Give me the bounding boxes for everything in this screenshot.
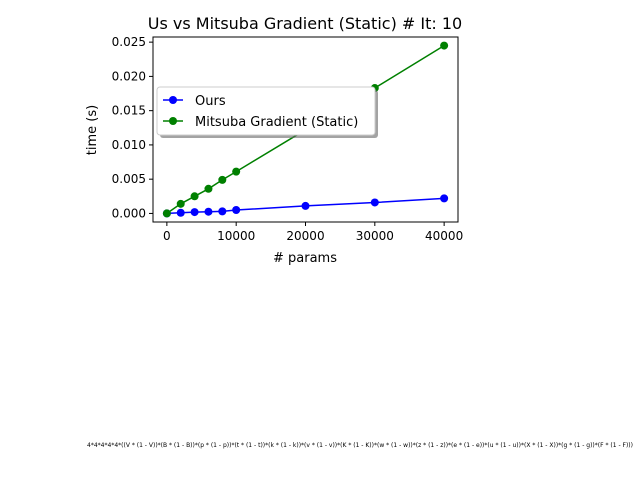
y-axis-label: time (s) bbox=[85, 105, 100, 155]
x-tick-label: 10000 bbox=[217, 229, 255, 243]
y-tick-label: 0.020 bbox=[112, 69, 146, 83]
x-tick-label: 40000 bbox=[425, 229, 463, 243]
legend-box bbox=[156, 86, 376, 136]
x-tick-label: 20000 bbox=[286, 229, 324, 243]
formula-footnote: 4*4*4*4*4*((V * (1 - V))*(B * (1 - B))*(… bbox=[0, 440, 640, 452]
series-1-point bbox=[440, 194, 449, 203]
series-2-point bbox=[176, 199, 185, 208]
series-2-point bbox=[190, 192, 199, 201]
legend-marker bbox=[169, 117, 177, 125]
series-1-point bbox=[232, 206, 241, 215]
legend-label: Ours bbox=[195, 94, 226, 109]
series-1-point bbox=[301, 201, 310, 210]
series-2-point bbox=[162, 209, 171, 218]
x-axis-label: # params bbox=[273, 251, 337, 266]
formula-text: 4*4*4*4*4*((V * (1 - V))*(B * (1 - B))*(… bbox=[87, 442, 633, 449]
x-tick-label: 30000 bbox=[356, 229, 394, 243]
series-2-point bbox=[204, 184, 213, 193]
chart-title: Us vs Mitsuba Gradient (Static) # It: 10 bbox=[148, 14, 462, 33]
y-tick-label: 0.000 bbox=[112, 206, 146, 220]
legend-marker bbox=[169, 96, 177, 104]
series-1-point bbox=[370, 198, 379, 207]
series-1-point bbox=[176, 208, 185, 217]
y-tick-label: 0.005 bbox=[112, 172, 146, 186]
series-2-point bbox=[232, 167, 241, 176]
legend-label: Mitsuba Gradient (Static) bbox=[195, 115, 358, 130]
series-2-point bbox=[218, 175, 227, 184]
legend: Ours Mitsuba Gradient (Static) bbox=[156, 86, 378, 138]
y-tick-label: 0.015 bbox=[112, 104, 146, 118]
series-1-point bbox=[190, 208, 199, 217]
x-tick-label: 0 bbox=[163, 229, 171, 243]
series-2-point bbox=[440, 41, 449, 50]
plot-area: 0 10000 20000 30000 40000 0.000 0.005 0.010 0.01… bbox=[112, 35, 464, 243]
y-tick-label: 0.025 bbox=[112, 35, 146, 49]
series-1-point bbox=[218, 207, 227, 216]
y-tick-label: 0.010 bbox=[112, 138, 146, 152]
series-1-point bbox=[204, 207, 213, 216]
